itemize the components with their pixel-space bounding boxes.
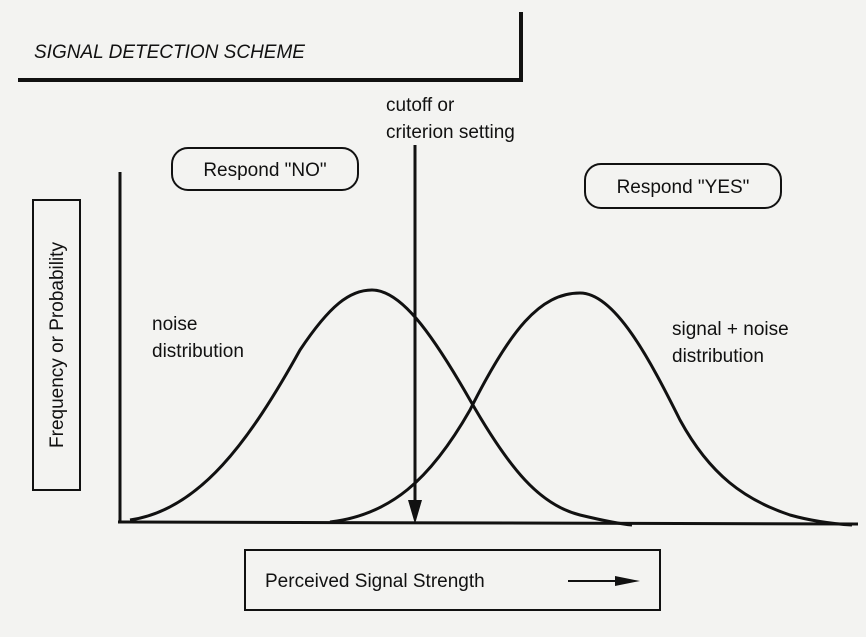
noise-curve — [129, 288, 633, 527]
noise-label: distribution — [152, 341, 244, 362]
respond-yes-box — [584, 163, 782, 209]
y-label-box — [32, 199, 81, 491]
y-axis-label: Frequency or Probability — [47, 242, 68, 448]
respond-no-box — [171, 147, 359, 191]
signal-label: signal + noise — [672, 319, 789, 340]
respond-yes: Respond "YES" — [617, 177, 750, 198]
title-border — [18, 12, 523, 82]
noise-label: noise — [152, 314, 197, 335]
respond-no: Respond "NO" — [203, 160, 326, 181]
x-label-box — [244, 549, 661, 611]
cutoff-arrowhead — [408, 500, 422, 524]
x-axis-label: Perceived Signal Strength — [265, 571, 485, 592]
cutoff-label: criterion setting — [386, 122, 515, 143]
x-axis — [117, 520, 859, 526]
x-arrowhead — [615, 576, 640, 586]
title: SIGNAL DETECTION SCHEME — [34, 42, 305, 63]
signal-label: distribution — [672, 346, 764, 367]
signal-curve — [329, 291, 853, 527]
cutoff-label: cutoff or — [386, 95, 455, 116]
